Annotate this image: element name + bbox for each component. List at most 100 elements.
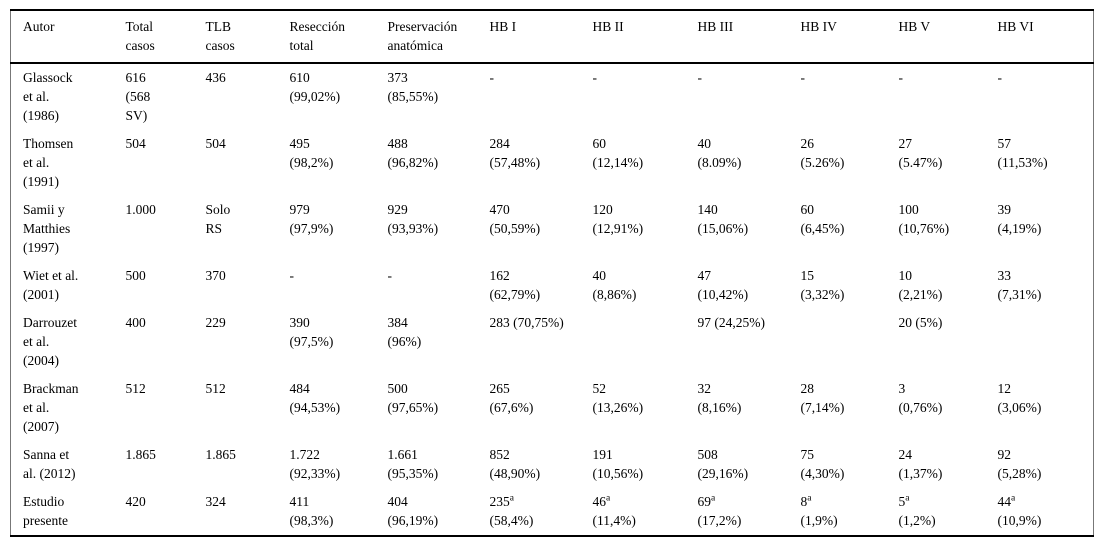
table-cell: 140 (15,06%) <box>697 202 749 236</box>
column-header: HB II <box>580 10 686 64</box>
author-cell: Wiet et al. (2001) <box>23 268 79 302</box>
table-cell: 24 (1,37%) <box>898 447 943 481</box>
footnote-marker: a <box>1011 493 1016 504</box>
table-cell: - <box>592 70 598 85</box>
table-cell: 97 (24,25%) <box>697 315 766 330</box>
table-cell: 3 (0,76%) <box>898 381 943 415</box>
table-cell: 470 (50,59%) <box>489 202 541 236</box>
column-header: Preservación anatómica <box>375 10 478 64</box>
table-row: Thomsen et al. (1991) 504 504 495 (98,2%) 488 (9… <box>11 130 1094 196</box>
footnote-marker: a <box>606 493 611 504</box>
table-cell: 40 (8,86%) <box>592 268 637 302</box>
table-cell: 1.661 (95,35%) <box>387 447 439 481</box>
table-cell: 411 (98,3%) <box>289 494 334 528</box>
table-cell: 512 <box>125 381 146 396</box>
table-cell: 1.865 <box>125 447 156 462</box>
table-cell: 75 (4,30%) <box>800 447 845 481</box>
table-cell: - <box>800 70 806 85</box>
table-cell: 616 (568 SV) <box>125 70 151 123</box>
table-cell: - <box>387 268 393 283</box>
table-cell: 400 <box>125 315 146 330</box>
column-header: HB III <box>685 10 789 64</box>
column-header: HB IV <box>788 10 887 64</box>
table-header: Autor Total casos TLB casos Resección total Pre… <box>10 10 1094 64</box>
column-header: HB I <box>477 10 581 64</box>
table-cell <box>986 309 1094 375</box>
table-row: Darrouzet et al. (2004) 400 229 390 (97,5%) 384… <box>11 309 1094 375</box>
table-cell: 979 (97,9%) <box>289 202 334 236</box>
table-cell: 495 (98,2%) <box>289 136 334 170</box>
table-cell: 120 (12,91%) <box>592 202 644 236</box>
table-cell: 504 <box>125 136 146 151</box>
table-cell: 27 (5.47%) <box>898 136 943 170</box>
table-row: Glassock et al. (1986) 616 (568 SV) 436 610 (99,… <box>11 63 1094 130</box>
table-cell: 370 <box>205 268 226 283</box>
results-table: Autor Total casos TLB casos Resección total Pre… <box>10 9 1094 537</box>
footnote-marker: a <box>807 493 812 504</box>
table-row: Estudio presente 420 324 411 (98,3%) 404 (96,19… <box>11 488 1094 536</box>
table-cell: 390 (97,5%) <box>289 315 334 349</box>
column-header: HB VI <box>985 10 1094 64</box>
table-cell: - <box>898 70 904 85</box>
table-cell: 52 (13,26%) <box>592 381 644 415</box>
table-cell: 39 (4,19%) <box>997 202 1042 236</box>
table-cell: 12 (3,06%) <box>997 381 1042 415</box>
table-cell: 20 (5%) <box>898 315 943 330</box>
table-cell: 10 (2,21%) <box>898 268 943 302</box>
table-cell: 40 (8.09%) <box>697 136 742 170</box>
table-cell: 500 <box>125 268 146 283</box>
table-cell: 384 (96%) <box>387 315 422 349</box>
table-cell: 420 <box>125 494 146 509</box>
table-cell: 32 (8,16%) <box>697 381 742 415</box>
table-cell: 92 (5,28%) <box>997 447 1042 481</box>
table-cell: 100 (10,76%) <box>898 202 950 236</box>
column-header: Autor <box>10 10 114 64</box>
footnote-marker: a <box>711 493 716 504</box>
table-cell: 47 (10,42%) <box>697 268 749 302</box>
table-cell: 229 <box>205 315 226 330</box>
table-cell: 610 (99,02%) <box>289 70 341 104</box>
table-body: Glassock et al. (1986) 616 (568 SV) 436 610 (99,… <box>11 63 1094 536</box>
author-cell: Samii y Matthies (1997) <box>23 202 71 255</box>
table-row: Sanna et al. (2012) 1.865 1.865 1.722 (92,33%… <box>11 441 1094 488</box>
table-row: Wiet et al. (2001) 500 370 - - 162 (62,79%) 40 (8… <box>11 262 1094 309</box>
table-cell: Solo RS <box>205 202 231 236</box>
author-cell: Sanna et al. (2012) <box>23 447 76 481</box>
table-cell: 929 (93,93%) <box>387 202 439 236</box>
author-cell: Brackman et al. (2007) <box>23 381 79 434</box>
table-cell: 1.000 <box>125 202 156 217</box>
table-cell: 284 (57,48%) <box>489 136 541 170</box>
table-cell: 162 (62,79%) <box>489 268 541 302</box>
table-cell: 235a (58,4%) <box>489 493 534 528</box>
table-cell: 5a (1,2%) <box>898 493 936 528</box>
table-cell: 57 (11,53%) <box>997 136 1048 170</box>
table-row: Brackman et al. (2007) 512 512 484 (94,53%) 500… <box>11 375 1094 441</box>
table-cell: 488 (96,82%) <box>387 136 439 170</box>
table-cell: 484 (94,53%) <box>289 381 341 415</box>
table-cell: - <box>997 70 1003 85</box>
table-cell: 1.865 <box>205 447 236 462</box>
footnote-marker: a <box>905 493 910 504</box>
table-cell: 324 <box>205 494 226 509</box>
table-cell: 33 (7,31%) <box>997 268 1042 302</box>
table-cell: - <box>697 70 703 85</box>
table-cell: 44a (10,9%) <box>997 493 1042 528</box>
table-cell: 404 (96,19%) <box>387 494 439 528</box>
results-table-container: Autor Total casos TLB casos Resección total Pre… <box>10 9 1094 537</box>
column-header: HB V <box>886 10 986 64</box>
table-cell: 283 (70,75%) <box>489 315 564 330</box>
author-cell: Thomsen et al. (1991) <box>23 136 74 189</box>
table-cell: 60 (6,45%) <box>800 202 845 236</box>
table-cell: 504 <box>205 136 226 151</box>
table-cell: 28 (7,14%) <box>800 381 845 415</box>
table-cell: 46a (11,4%) <box>592 493 636 528</box>
table-cell: 436 <box>205 70 226 85</box>
author-cell: Darrouzet et al. (2004) <box>23 315 77 368</box>
table-cell: 15 (3,32%) <box>800 268 845 302</box>
footnote-marker: a <box>509 493 514 504</box>
column-header: Resección total <box>277 10 376 64</box>
table-cell: 512 <box>205 381 226 396</box>
table-cell: 69a (17,2%) <box>697 493 742 528</box>
header-row: Autor Total casos TLB casos Resección total Pre… <box>10 10 1094 64</box>
table-cell: - <box>289 268 295 283</box>
